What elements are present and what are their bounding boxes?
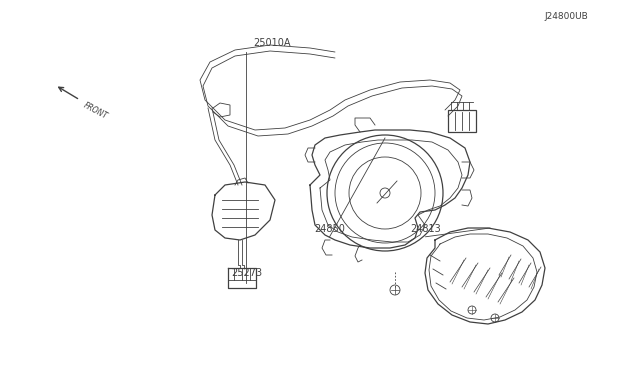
Circle shape — [349, 157, 421, 229]
Text: 24850: 24850 — [314, 224, 345, 234]
Circle shape — [491, 314, 499, 322]
Text: J24800UB: J24800UB — [545, 12, 588, 21]
Circle shape — [327, 135, 443, 251]
Text: 24813: 24813 — [410, 224, 441, 234]
Bar — [448, 110, 476, 132]
Circle shape — [468, 306, 476, 314]
Text: FRONT: FRONT — [82, 101, 109, 121]
Circle shape — [380, 188, 390, 198]
Circle shape — [390, 285, 400, 295]
Text: 25273: 25273 — [231, 269, 262, 278]
Circle shape — [335, 143, 435, 243]
Text: 25010A: 25010A — [253, 38, 291, 48]
